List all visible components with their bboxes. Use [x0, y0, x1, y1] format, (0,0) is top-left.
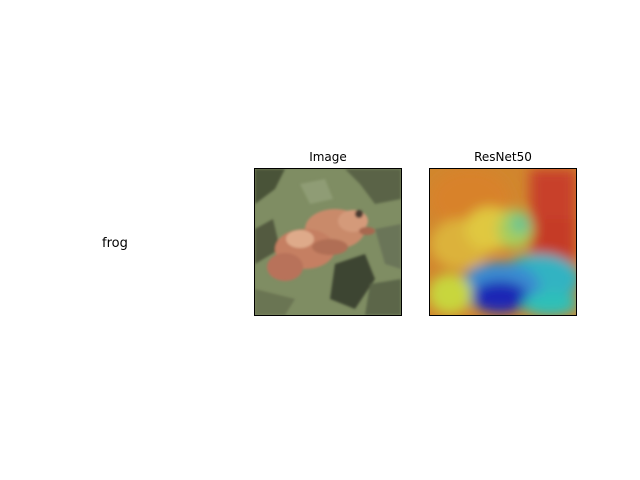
resnet50-panel-title: ResNet50: [429, 150, 577, 164]
class-label: frog: [102, 236, 128, 251]
frog-image: [255, 169, 401, 315]
resnet50-panel: [429, 168, 577, 316]
image-panel-title: Image: [254, 150, 402, 164]
image-panel: [254, 168, 402, 316]
resnet50-heatmap: [430, 169, 576, 315]
